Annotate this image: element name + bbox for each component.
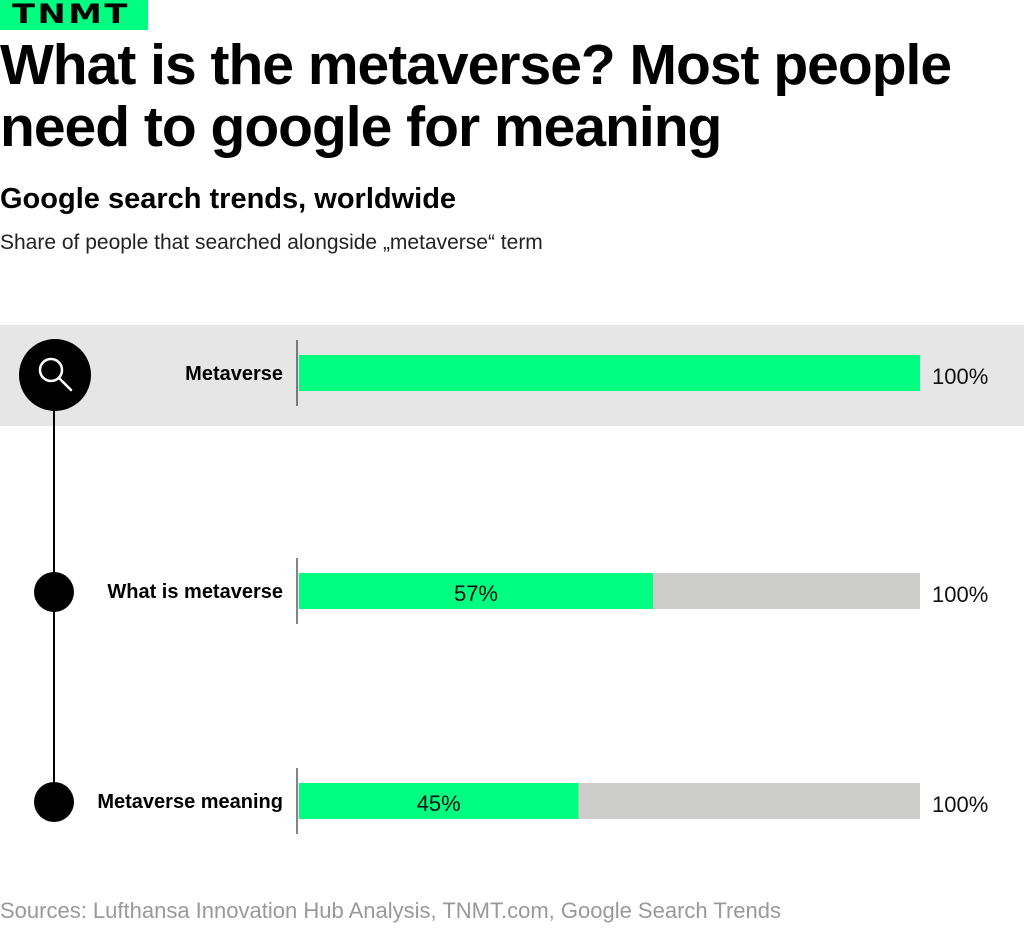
search-icon-handle	[57, 376, 73, 392]
source-note: Sources: Lufthansa Innovation Hub Analys…	[0, 898, 781, 923]
category-label: What is metaverse	[107, 581, 283, 603]
total-label: 100%	[932, 792, 988, 817]
brand-logo: TNMT	[0, 0, 148, 30]
total-label: 100%	[932, 364, 988, 389]
value-label: 57%	[454, 581, 498, 606]
chart-title: What is the metaverse? Most people need …	[0, 33, 952, 159]
total-label: 100%	[932, 582, 988, 607]
category-label: Metaverse	[185, 363, 283, 385]
category-label: Metaverse meaning	[97, 791, 283, 813]
bar-value	[299, 355, 920, 391]
logo-text: TNMT	[12, 0, 130, 30]
value-label: 45%	[417, 791, 461, 816]
timeline-marker	[34, 782, 74, 822]
bar-value	[299, 573, 653, 609]
search-icon	[38, 357, 64, 383]
timeline-marker	[34, 572, 74, 612]
chart-description: Share of people that searched alongside …	[0, 231, 543, 254]
bar-value	[299, 783, 579, 819]
search-marker	[19, 339, 91, 411]
chart-subtitle: Google search trends, worldwide	[0, 183, 457, 215]
